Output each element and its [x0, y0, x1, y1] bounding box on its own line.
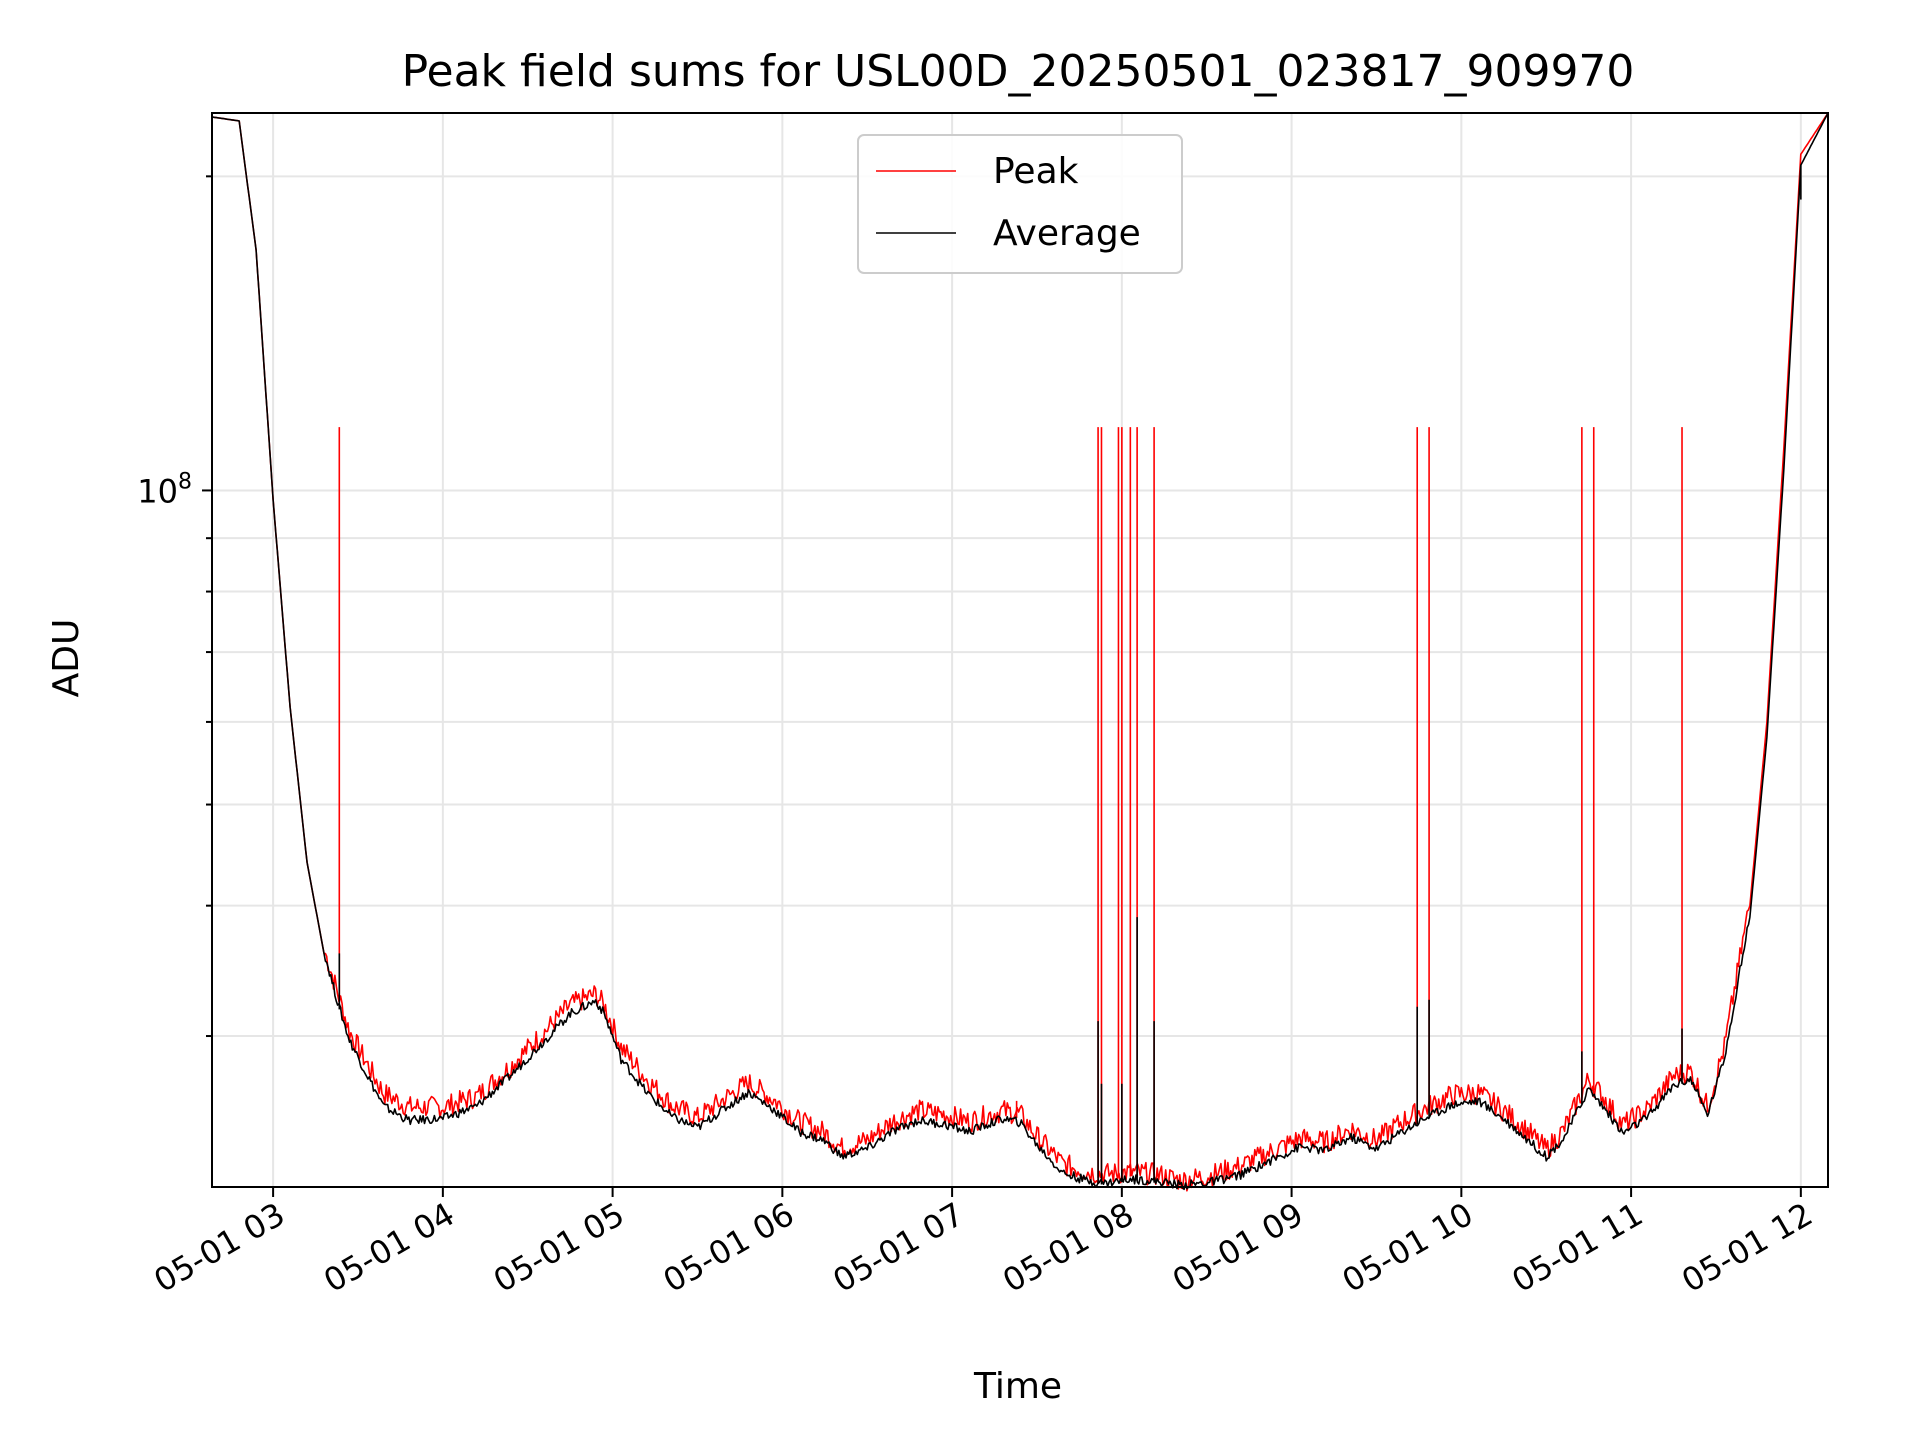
series-average-line [211, 112, 1829, 1191]
series-average [211, 112, 1829, 1191]
legend-average-label: Average [993, 213, 1141, 254]
x-axis-label: Time [973, 1366, 1062, 1407]
y-tick-exponent: 8 [178, 469, 192, 494]
y-tick-base: 10 [137, 472, 178, 510]
grid-layer [212, 113, 1828, 1187]
legend: Peak Average [857, 134, 1183, 274]
y-axis-label: ADU [46, 619, 87, 698]
plot-frame [211, 112, 1829, 1188]
legend-box [857, 134, 1183, 274]
legend-peak-label: Peak [993, 151, 1079, 192]
y-tick-label: 108 [137, 469, 192, 510]
chart-title: Peak field sums for USL00D_20250501_0238… [402, 46, 1635, 97]
series-layer [211, 112, 1829, 1192]
series-peak-line [211, 112, 1829, 1192]
